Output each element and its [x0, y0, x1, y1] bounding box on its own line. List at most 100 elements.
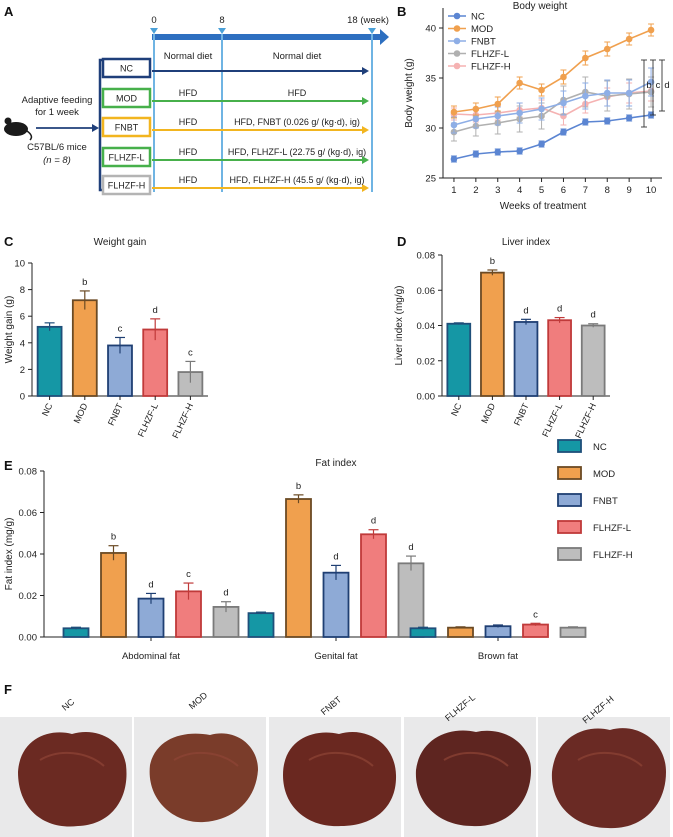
- legend-label: MOD: [471, 24, 493, 35]
- group-label: FLHZF-L: [109, 153, 145, 163]
- x-tick-label: Genital fat: [314, 651, 358, 662]
- liver-photo-flhzf-h: [538, 717, 670, 837]
- panel-f-liver-photos: FNC MOD FNBT FLHZF-L FLHZF-H: [0, 682, 670, 837]
- series-line: [453, 81, 652, 126]
- y-tick-label: 0: [20, 392, 25, 403]
- bar-mod: b: [100, 532, 127, 638]
- bar-fnbt: [484, 624, 512, 638]
- bar: [484, 625, 512, 638]
- legend-label: FLHZF-H: [471, 62, 511, 73]
- x-tick-label: 9: [627, 185, 632, 196]
- data-point: [538, 140, 545, 148]
- y-tick-label: 0.02: [417, 356, 436, 367]
- y-axis-label: Weight gain (g): [4, 296, 15, 364]
- early-diet-label: HFD: [179, 117, 198, 127]
- bar-mod: b: [285, 481, 312, 638]
- bar: [580, 324, 606, 397]
- feeding-arrowhead: [92, 124, 99, 132]
- bar: [480, 271, 505, 397]
- bar: [447, 626, 474, 638]
- bar-fnbt: d FNBT: [512, 305, 539, 427]
- legend-marker: [453, 50, 461, 57]
- data-point: [603, 117, 611, 125]
- late-diet-label: HFD: [288, 88, 307, 98]
- significance-letter: d: [408, 542, 413, 553]
- bar: [62, 627, 90, 638]
- adaptive-feeding-label: for 1 week: [35, 107, 79, 118]
- y-tick-label: 25: [425, 174, 436, 185]
- data-point: [625, 89, 633, 97]
- liver-tissue: [551, 728, 666, 829]
- group-row: NC: [101, 57, 369, 79]
- timeline-label: 8: [219, 15, 224, 26]
- chart-title: Liver index: [502, 237, 550, 248]
- x-tick-label: 4: [517, 185, 522, 196]
- timeline-arrowhead: [380, 29, 389, 45]
- legend-swatch: [557, 466, 582, 480]
- y-tick-label: 0.02: [19, 591, 38, 602]
- x-tick-label: 3: [495, 185, 500, 196]
- x-tick-label: Abdominal fat: [122, 651, 180, 662]
- group-row: MOD HFD HFD: [101, 87, 369, 109]
- panel-b-body-weight-chart: B Body weight 25 30 35 40 1 2 3 4 5 6 7 8 9 10 Weeks of …: [397, 1, 670, 212]
- x-tick-label: FNBT: [106, 401, 125, 427]
- liver-tissue: [415, 730, 532, 827]
- bar-flhzf-h: d: [212, 588, 240, 638]
- legend-label: FLHZF-L: [593, 523, 631, 534]
- significance-letter: c: [533, 609, 538, 620]
- data-point: [450, 108, 458, 116]
- bar-mod: b MOD: [71, 277, 98, 425]
- bar-flhzf-l: c: [522, 609, 549, 638]
- data-point: [538, 105, 545, 113]
- panel-e-fat-index-chart: E Fat index 0.00 0.02 0.04 0.06 0.08 Fat index …: [4, 439, 633, 662]
- bar: [100, 552, 127, 638]
- chart-title: Body weight: [513, 1, 568, 12]
- significance-letter: b: [82, 277, 87, 288]
- significance-letter: c: [186, 569, 191, 580]
- data-point: [603, 45, 611, 53]
- y-axis-label: Liver index (mg/g): [394, 285, 405, 365]
- early-diet-label: HFD: [179, 175, 198, 185]
- bar: [71, 299, 98, 397]
- mouse-icon: [4, 117, 33, 141]
- legend-label: FLHZF-H: [593, 550, 633, 561]
- bar-mod: [447, 626, 474, 638]
- significance-letter: b: [296, 481, 301, 492]
- bar: [522, 623, 549, 638]
- group-label: MOD: [116, 94, 137, 104]
- data-point: [560, 128, 567, 136]
- legend-marker: [453, 37, 461, 45]
- group-row: FLHZF-L HFD HFD, FLHZF-L (22.75 g/ (kg·d),…: [101, 146, 369, 168]
- legend-marker: [453, 12, 461, 20]
- diet-arrowhead: [362, 184, 369, 192]
- x-tick-label: MOD: [479, 401, 497, 425]
- bar: [446, 322, 472, 397]
- y-tick-label: 30: [425, 124, 436, 135]
- legend-swatch: [557, 439, 582, 453]
- data-point: [516, 109, 523, 117]
- significance-letter: d: [523, 305, 528, 316]
- bar-mod: b MOD: [479, 256, 505, 425]
- y-tick-label: 0.04: [19, 550, 38, 561]
- legend-marker: [453, 62, 461, 70]
- legend-swatch: [557, 493, 582, 507]
- bar-flhzf-l: d FLHZF-L: [540, 304, 572, 438]
- series-line: [453, 114, 652, 160]
- x-tick-label: FNBT: [512, 401, 531, 427]
- legend-swatch: [557, 520, 582, 534]
- adaptive-feeding-label: Adaptive feeding: [22, 95, 93, 106]
- data-point: [603, 89, 611, 97]
- bar: [409, 627, 437, 638]
- group-box: [101, 146, 152, 168]
- data-point: [516, 147, 523, 155]
- y-tick-label: 0.00: [417, 392, 436, 403]
- y-tick-label: 35: [425, 74, 436, 85]
- panel-letter: E: [4, 458, 13, 473]
- x-tick-label: 8: [605, 185, 610, 196]
- significance-letter: c: [188, 347, 193, 358]
- series-fnbt: [450, 67, 655, 134]
- x-tick-label: Brown fat: [478, 651, 518, 662]
- chart-title: Weight gain: [94, 237, 147, 248]
